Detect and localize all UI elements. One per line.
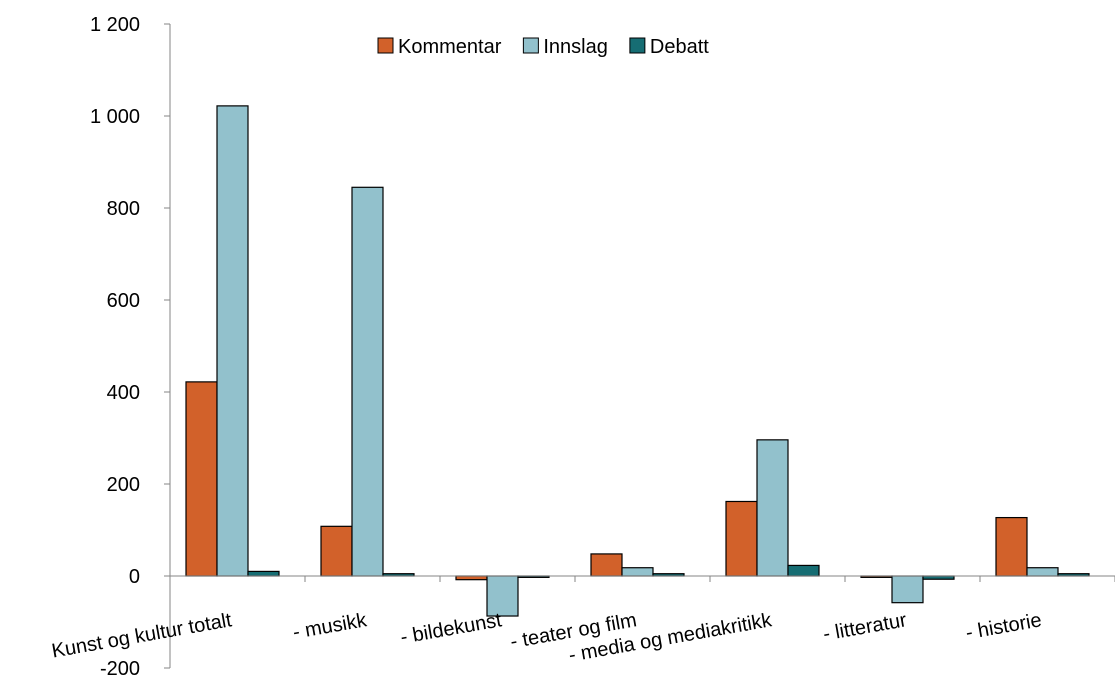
category-label: - historie — [964, 609, 1043, 644]
bar-innslag-1 — [352, 187, 383, 576]
bar-innslag-3 — [622, 568, 653, 576]
category-labels: Kunst og kultur totalt - musikk - bildekun… — [50, 609, 1043, 667]
y-tick-label: 200 — [107, 474, 140, 496]
bar-kommentar-0 — [186, 382, 217, 576]
y-tick-label: 0 — [129, 566, 140, 588]
bar-debatt-4 — [788, 565, 819, 576]
bar-innslag-4 — [757, 440, 788, 576]
bar-kommentar-4 — [726, 501, 757, 576]
axes: -200 0 200 400 600 800 1 000 1 200 — [90, 14, 170, 680]
legend-label: Kommentar — [398, 36, 502, 58]
legend-swatch-debatt — [630, 38, 645, 53]
bar-kommentar-1 — [321, 526, 352, 576]
y-tick-label: 1 000 — [90, 106, 140, 128]
bar-kommentar-2 — [456, 576, 487, 580]
category-label: - litteratur — [821, 609, 908, 645]
y-tick-label: 400 — [107, 382, 140, 404]
bar-innslag-0 — [217, 106, 248, 576]
y-tick-label: -200 — [100, 658, 140, 680]
legend-label: Innslag — [543, 36, 608, 58]
legend-swatch-kommentar — [378, 38, 393, 53]
legend-label: Debatt — [650, 36, 709, 58]
bar-innslag-6 — [1027, 568, 1058, 576]
y-tick-label: 800 — [107, 198, 140, 220]
category-label: - musikk — [291, 609, 369, 644]
y-tick-label: 600 — [107, 290, 140, 312]
bar-debatt-0 — [248, 571, 279, 576]
category-label: - bildekunst — [399, 609, 504, 649]
bar-kommentar-3 — [591, 554, 622, 576]
bar-innslag-5 — [892, 576, 923, 603]
bars — [186, 106, 1089, 616]
legend: Kommentar Innslag Debatt — [378, 36, 709, 58]
zero-axis — [170, 576, 1115, 582]
category-label: Kunst og kultur totalt — [50, 609, 234, 662]
bar-kommentar-6 — [996, 518, 1027, 576]
legend-swatch-innslag — [523, 38, 538, 53]
y-tick-label: 1 200 — [90, 14, 140, 36]
